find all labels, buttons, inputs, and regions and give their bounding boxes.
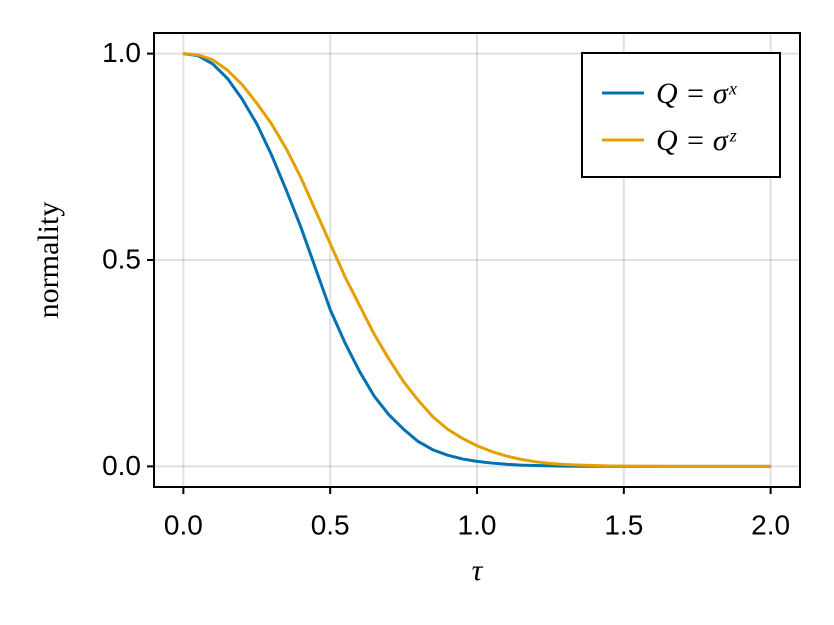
- y-tick-label: 0.0: [102, 450, 141, 481]
- x-tick-label: 0.5: [311, 509, 350, 540]
- y-tick-label: 0.5: [102, 243, 141, 274]
- legend-label: Q = σˣ: [656, 77, 738, 110]
- legend-label: Q = σᶻ: [656, 124, 737, 157]
- x-tick-label: 0.0: [164, 509, 203, 540]
- series-line: [183, 52, 771, 468]
- legend-box: [581, 52, 781, 178]
- legend: Q = σˣ Q = σᶻ: [581, 52, 781, 178]
- x-tick-label: 2.0: [751, 509, 790, 540]
- plot-frame: [153, 32, 801, 488]
- y-axis-label: normality: [32, 202, 65, 319]
- x-axis-label: τ: [472, 554, 484, 587]
- x-tick-label: 1.0: [458, 509, 497, 540]
- y-tick-label: 1.0: [102, 37, 141, 68]
- x-tick-label: 1.5: [604, 509, 643, 540]
